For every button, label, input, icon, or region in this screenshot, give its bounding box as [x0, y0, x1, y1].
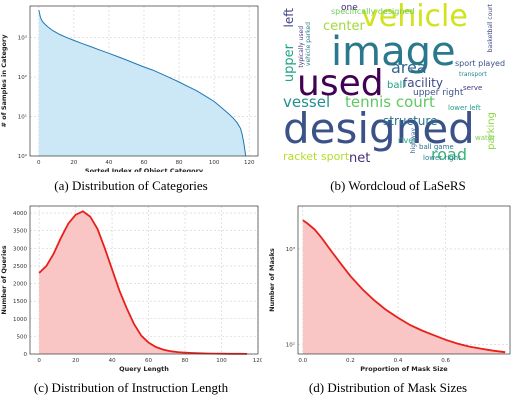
caption-d: (d) Distribution of Mask Sizes: [308, 380, 468, 395]
x-tick-label: 120: [244, 160, 255, 166]
y-axis-label: # of Samples in Category: [0, 34, 8, 128]
area-fill: [39, 211, 248, 354]
wordcloud-word: ball: [387, 80, 406, 91]
x-tick-label: 0.2: [346, 358, 355, 364]
plot-frame: [297, 205, 511, 355]
wordcloud-word: road: [431, 145, 467, 164]
x-tick-label: 0.4: [394, 358, 403, 364]
x-axis-label: Query Length: [119, 365, 169, 373]
x-axis-label: Sorted Index of Object Category: [85, 167, 204, 172]
wordcloud-word: area: [391, 58, 427, 77]
x-tick-label: 60: [141, 160, 148, 166]
x-tick-label: 40: [105, 160, 112, 166]
wordcloud-word: basketball court: [487, 4, 494, 53]
wordcloud-word: water: [475, 134, 495, 142]
plot-frame: [29, 205, 259, 355]
y-tick-label: 10²: [18, 74, 27, 81]
x-tick-label: 0: [37, 160, 41, 166]
series-line: [302, 219, 506, 354]
wordcloud-word: sport played: [455, 59, 506, 68]
x-tick-label: 100: [209, 160, 220, 166]
wordcloud-word: lower right: [423, 154, 461, 162]
y-tick-label: 10³: [286, 246, 295, 253]
y-tick-label: 3000: [13, 246, 27, 252]
area-fill: [38, 10, 246, 156]
y-tick-label: 10³: [18, 35, 27, 42]
y-tick-label: 3500: [13, 229, 27, 235]
wordcloud-word: vehicle parked: [305, 22, 312, 66]
wordcloud-word: vessel: [283, 93, 331, 111]
y-axis-label: Number of Masks: [268, 248, 276, 312]
wordcloud-word: river: [398, 136, 417, 145]
x-tick-label: 20: [72, 358, 79, 364]
x-tick-label: 100: [216, 358, 227, 364]
y-tick-label: 1500: [13, 299, 27, 305]
wordcloud-word: left: [283, 8, 296, 28]
x-tick-label: 80: [182, 358, 189, 364]
y-tick-label: 2500: [13, 264, 27, 270]
wordcloud-word: upper right: [413, 88, 464, 98]
wordcloud-word: racket sport: [283, 150, 350, 163]
y-tick-label: 500: [17, 334, 28, 340]
x-tick-label: 20: [70, 160, 77, 166]
y-tick-label: 10¹: [18, 114, 27, 121]
caption-b: (b) Wordcloud of LaSeRS: [330, 178, 466, 193]
wordcloud-word: lower left: [448, 104, 481, 112]
y-tick-label: 1000: [13, 317, 27, 323]
wordcloud-word: facility: [403, 76, 443, 90]
wordcloud-word: image: [331, 29, 456, 75]
wordcloud-word: serve: [463, 84, 483, 92]
wordcloud-word: tennis court: [345, 93, 435, 111]
wordcloud-word: one: [341, 3, 358, 13]
caption-a: (a) Distribution of Categories: [54, 178, 208, 193]
y-tick-label: 4000: [13, 211, 27, 217]
x-tick-label: 80: [176, 160, 183, 166]
chart-d: 0.0 0.2 0.4 0.6 10² 10³ Proportion of Mask Siz…: [268, 205, 511, 373]
x-tick-label: 0.0: [298, 358, 307, 364]
wordcloud-word: specifically designed: [331, 7, 415, 16]
wordcloud-word: designed: [283, 104, 475, 153]
y-tick-label: 2000: [13, 282, 27, 288]
wordcloud-word: used: [297, 63, 384, 104]
caption-c: (c) Distribution of Instruction Length: [33, 380, 229, 395]
wordcloud-word: net: [349, 151, 371, 165]
chart-a: 0 20 40 60 80 100 120 10⁰ 10¹ 10² 10³ Sorted Index …: [0, 5, 259, 172]
wordcloud-word: structure: [383, 114, 438, 128]
area-fill: [302, 220, 506, 354]
wordcloud: designed image vehicle used tennis court vess…: [283, 0, 513, 165]
x-tick-label: 60: [145, 358, 152, 364]
wordcloud-word: upper: [283, 44, 297, 83]
x-tick-label: 120: [253, 358, 262, 364]
wordcloud-word: highway: [410, 128, 417, 154]
wordcloud-word: center: [323, 19, 365, 34]
series-line: [38, 9, 247, 157]
series-line: [38, 210, 248, 355]
x-axis-label: Proportion of Mask Size: [360, 365, 448, 373]
wordcloud-word: transport: [459, 71, 487, 78]
y-tick-label: 10²: [286, 341, 295, 348]
wordcloud-word: ball game: [419, 143, 454, 151]
y-tick-label: 10⁰: [18, 153, 28, 160]
wordcloud-word: parking: [486, 112, 497, 150]
plot-frame: [29, 5, 259, 157]
x-tick-label: 0.6: [441, 358, 450, 364]
wordcloud-word: vehicle: [361, 0, 468, 34]
y-tick-label: 0: [24, 352, 28, 358]
y-axis-label: Number of Queries: [0, 245, 8, 314]
chart-c: 0 20 40 60 80 100 120 0 500 1000 1500 2000 2500 3000 3…: [0, 205, 262, 373]
x-tick-label: 40: [109, 358, 116, 364]
x-tick-label: 0: [37, 358, 41, 364]
